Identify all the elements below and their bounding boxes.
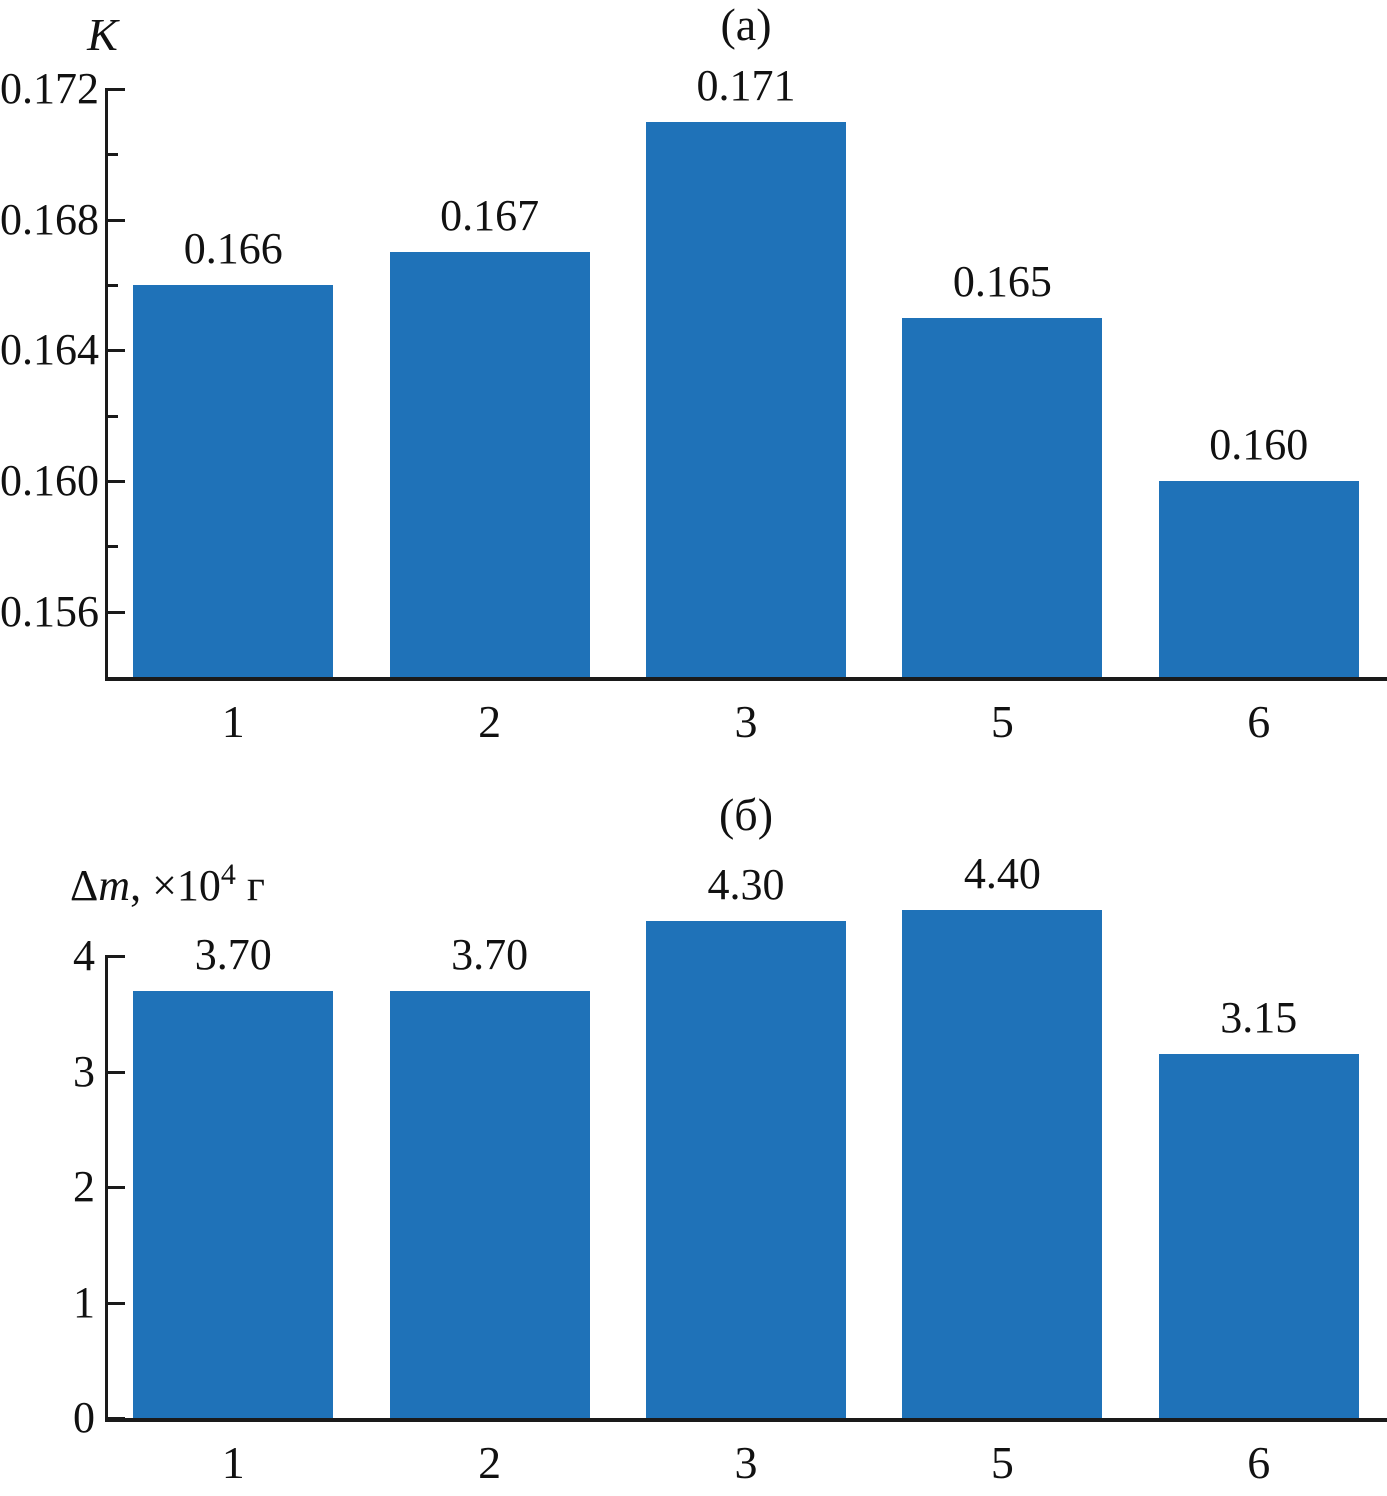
y-tick bbox=[105, 610, 125, 614]
y-axis-line bbox=[105, 956, 108, 1422]
x-tick-label: 2 bbox=[478, 696, 502, 747]
y-tick bbox=[105, 218, 125, 222]
bar bbox=[902, 909, 1103, 1418]
y-tick-label: 0.172 bbox=[0, 64, 99, 113]
y-axis-label-a: K bbox=[60, 12, 145, 58]
bar-value-label: 0.166 bbox=[183, 224, 283, 273]
y-tick-label: 0.160 bbox=[0, 456, 99, 505]
bar-value-label: 3.70 bbox=[194, 929, 272, 979]
exponent-text: 4 bbox=[220, 858, 236, 891]
y-tick-label: 1 bbox=[73, 1277, 95, 1327]
x-tick-label: 1 bbox=[221, 696, 245, 747]
bar-value-label: 0.160 bbox=[1209, 420, 1309, 469]
mass-symbol: m bbox=[98, 861, 131, 910]
y-tick-label: 0.168 bbox=[0, 194, 99, 244]
bar bbox=[389, 990, 590, 1418]
x-tick-label: 1 bbox=[221, 1437, 245, 1488]
bar bbox=[1158, 1054, 1359, 1418]
y-tick bbox=[105, 88, 125, 91]
panel-a-label: (а) bbox=[720, 0, 772, 50]
x-tick-label: 5 bbox=[990, 1437, 1014, 1488]
x-tick-label: 3 bbox=[734, 1437, 758, 1488]
bar-value-label: 4.30 bbox=[707, 860, 785, 910]
x-axis-line bbox=[105, 677, 1387, 681]
y-minor-tick bbox=[105, 545, 118, 549]
bar bbox=[389, 252, 590, 677]
bar bbox=[133, 285, 334, 677]
scale-factor-text: , ×10 bbox=[130, 861, 221, 910]
y-axis-line bbox=[105, 89, 108, 681]
panel-b-label: (б) bbox=[718, 789, 774, 840]
y-axis-label-b: Δm, ×104 г bbox=[70, 858, 265, 913]
bar-value-label: 4.40 bbox=[963, 848, 1041, 898]
y-tick-label: 0.164 bbox=[0, 325, 99, 375]
bar-value-label: 0.165 bbox=[952, 256, 1052, 306]
bar bbox=[646, 921, 846, 1418]
y-tick bbox=[105, 480, 125, 483]
x-axis-line bbox=[105, 1418, 1387, 1422]
y-minor-tick bbox=[105, 414, 118, 418]
y-tick bbox=[105, 349, 125, 353]
bar-value-label: 0.167 bbox=[440, 191, 540, 241]
y-tick bbox=[105, 955, 125, 958]
y-tick bbox=[105, 1301, 125, 1305]
y-tick-label: 2 bbox=[73, 1162, 95, 1211]
y-tick-label: 3 bbox=[73, 1046, 95, 1096]
y-axis-label-a-text: K bbox=[87, 9, 118, 60]
x-tick-label: 6 bbox=[1247, 696, 1271, 747]
y-minor-tick bbox=[105, 284, 118, 287]
bar-value-label: 0.171 bbox=[696, 60, 796, 110]
x-tick-label: 3 bbox=[734, 696, 758, 747]
y-tick bbox=[105, 1070, 125, 1074]
unit-grams-text: г bbox=[235, 861, 265, 910]
bar bbox=[1158, 481, 1359, 677]
y-tick bbox=[105, 1186, 125, 1189]
y-tick-label: 4 bbox=[73, 931, 95, 980]
y-minor-tick bbox=[105, 153, 118, 157]
bar-value-label: 3.70 bbox=[451, 929, 529, 979]
delta-symbol: Δ bbox=[70, 861, 99, 910]
x-tick-label: 6 bbox=[1247, 1437, 1271, 1488]
bar bbox=[646, 121, 846, 677]
y-tick-label: 0.156 bbox=[0, 586, 99, 636]
bar-value-label: 3.15 bbox=[1220, 993, 1298, 1043]
bar bbox=[902, 317, 1103, 677]
y-tick-label: 0 bbox=[73, 1393, 95, 1442]
x-tick-label: 2 bbox=[478, 1437, 502, 1488]
bar bbox=[133, 990, 334, 1418]
x-tick-label: 5 bbox=[990, 696, 1014, 747]
y-tick bbox=[105, 1417, 125, 1420]
